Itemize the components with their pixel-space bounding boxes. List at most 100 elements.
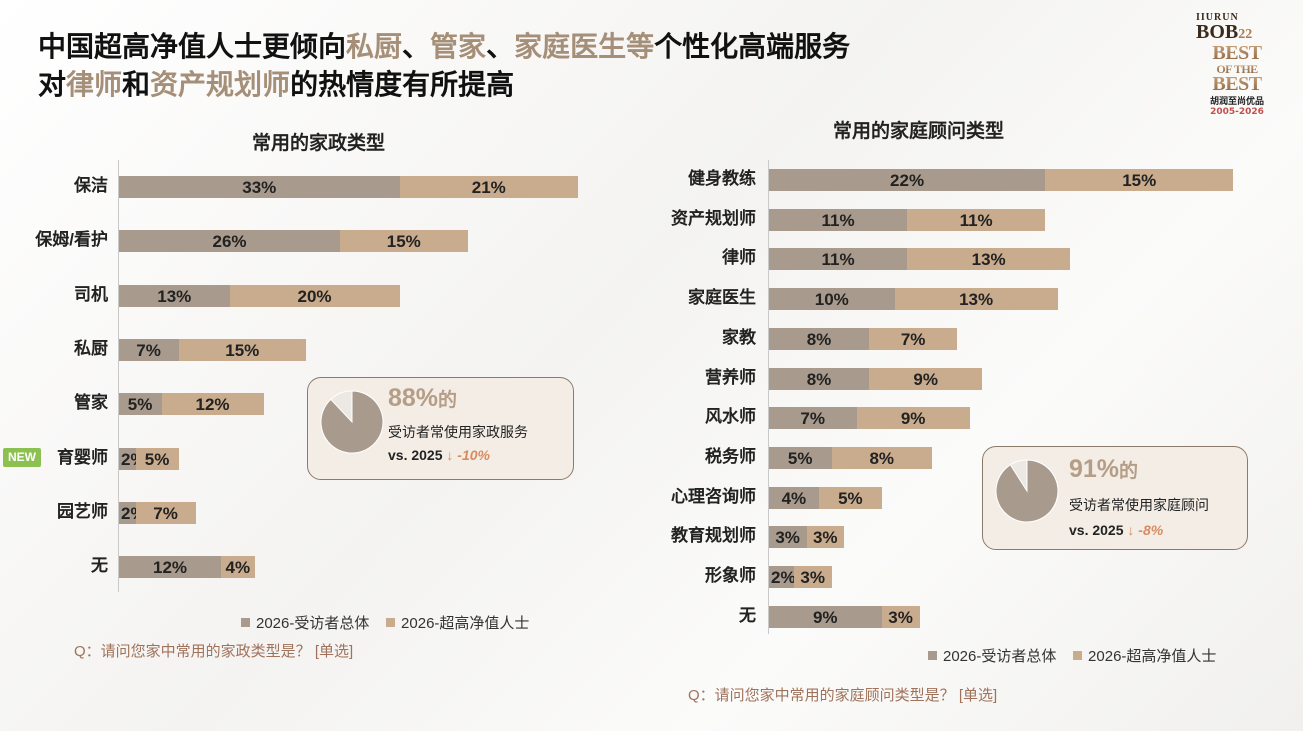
category-label: 家庭医生	[688, 288, 756, 308]
data-label: 26%	[212, 232, 247, 252]
bar-segment-series-1	[119, 447, 136, 470]
bar-segment-series-1	[119, 393, 162, 416]
data-label: 12%	[195, 395, 230, 415]
data-label: 9%	[812, 607, 838, 627]
data-label: 13%	[157, 286, 192, 306]
data-label: 2%	[771, 568, 796, 587]
callout-percent: 88%的	[388, 384, 458, 412]
data-label: 7%	[900, 329, 926, 349]
category-label: 健身教练	[688, 169, 756, 188]
bar-segment-series-2	[869, 327, 958, 350]
callout-description: 受访者常使用家庭顾问	[1069, 497, 1209, 513]
category-label: 保姆/看护	[35, 230, 108, 250]
data-label: 7%	[153, 503, 178, 523]
legend-item-series-2: 2026-超高净值人士	[386, 615, 529, 632]
chart-title: 常用的家庭顾问类型	[833, 121, 1005, 142]
bar-segment-series-2	[831, 446, 933, 469]
bar-segment-series-1	[769, 566, 795, 588]
legend-swatch	[928, 650, 937, 660]
share-pie	[995, 459, 1059, 523]
callout-percent: 91%的	[1069, 455, 1139, 483]
bar-segment-series-2	[881, 605, 920, 628]
bar-segment-series-1	[119, 230, 340, 253]
bar-segment-series-2	[136, 447, 179, 470]
data-label: 11%	[959, 210, 993, 230]
category-label: 管家	[74, 393, 108, 413]
data-label: 3%	[800, 568, 825, 587]
category-label: 无	[739, 605, 756, 625]
bar-segment-series-2	[907, 208, 1046, 231]
data-label: 11%	[821, 210, 855, 230]
chart-title: 常用的家政类型	[252, 133, 386, 154]
category-label: 无	[91, 556, 108, 576]
bar-segment-series-1	[769, 407, 857, 430]
bar-segment-series-2	[819, 486, 882, 509]
data-label: 20%	[297, 286, 332, 306]
bar-segment-series-2	[340, 230, 468, 253]
category-label: 资产规划师	[671, 208, 756, 228]
bar-segment-series-2	[894, 288, 1058, 311]
summary-callout: 91%的 受访者常使用家庭顾问 vs. 2025 ↓ -8%	[982, 446, 1248, 550]
title-line-2: 对律师和资产规划师的热情度有所提高	[38, 69, 515, 100]
data-label: 5%	[838, 488, 863, 508]
pie-share-slice	[995, 459, 1059, 523]
callout-comparison: vs. 2025 ↓ -10%	[388, 447, 490, 463]
data-label: 4%	[225, 558, 251, 578]
legend-swatch	[386, 617, 396, 627]
data-label: 12%	[153, 558, 188, 578]
bar-segment-series-2	[806, 526, 845, 549]
data-label: 15%	[386, 232, 421, 252]
data-label: 15%	[225, 340, 260, 360]
data-label: 8%	[806, 369, 832, 389]
bar-segment-series-2	[1045, 169, 1234, 191]
page-title: 中国超高净值人士更倾向私厨、管家、家庭医生等个性化高端服务 对律师和资产规划师的…	[38, 28, 850, 104]
pie-share-slice	[320, 390, 384, 454]
data-label: 8%	[869, 448, 895, 468]
data-label: 7%	[136, 340, 161, 360]
bar-segment-series-2	[907, 248, 1071, 271]
bar-segment-series-2	[178, 338, 306, 361]
category-label: 税务师	[705, 446, 756, 466]
legend-swatch	[1073, 650, 1083, 660]
bar-segment-series-1	[119, 176, 400, 198]
bar-segment-series-2	[229, 284, 400, 307]
legend: 2026-受访者总体 2026-超高净值人士	[241, 612, 529, 633]
legend-item-series-1: 2026-受访者总体	[241, 615, 369, 632]
category-label: 私厨	[74, 338, 108, 358]
new-badge: NEW	[3, 448, 41, 467]
bar-segment-series-2	[221, 556, 255, 579]
data-label: 3%	[888, 607, 913, 627]
legend-swatch	[241, 617, 250, 627]
category-label: 保洁	[74, 176, 108, 195]
legend: 2026-受访者总体 2026-超高净值人士	[928, 645, 1216, 666]
data-label: 5%	[787, 448, 813, 468]
category-label: 育婴师	[57, 447, 108, 467]
legend-item-series-2: 2026-超高净值人士	[1073, 648, 1216, 665]
bar-segment-series-1	[769, 526, 807, 549]
bar-segment-series-1	[769, 367, 870, 390]
bar-segment-series-1	[769, 208, 908, 231]
data-label: 11%	[821, 250, 855, 270]
bar-segment-series-1	[119, 284, 230, 307]
bar-segment-series-1	[769, 605, 882, 628]
legend-item-series-1: 2026-受访者总体	[928, 648, 1056, 665]
data-label: 5%	[144, 449, 170, 469]
data-label: 3%	[775, 528, 800, 548]
bar-segment-series-2	[136, 501, 196, 524]
data-label: 4%	[781, 488, 807, 508]
bar-segment-series-1	[769, 446, 832, 469]
bar-segment-series-2	[399, 176, 578, 198]
bar-segment-series-1	[769, 248, 908, 271]
bar-segment-series-2	[856, 407, 970, 430]
category-label: 营养师	[705, 367, 756, 387]
data-label: 3%	[812, 528, 838, 548]
data-label: 13%	[971, 250, 1006, 270]
category-label: 形象师	[705, 566, 756, 585]
category-axis	[768, 160, 769, 634]
bar-segment-series-1	[119, 556, 221, 579]
share-pie	[320, 390, 384, 454]
data-label: 5%	[127, 395, 153, 415]
data-label: 33%	[242, 178, 277, 197]
bar-segment-series-1	[769, 169, 1046, 191]
data-label: 9%	[900, 409, 926, 429]
